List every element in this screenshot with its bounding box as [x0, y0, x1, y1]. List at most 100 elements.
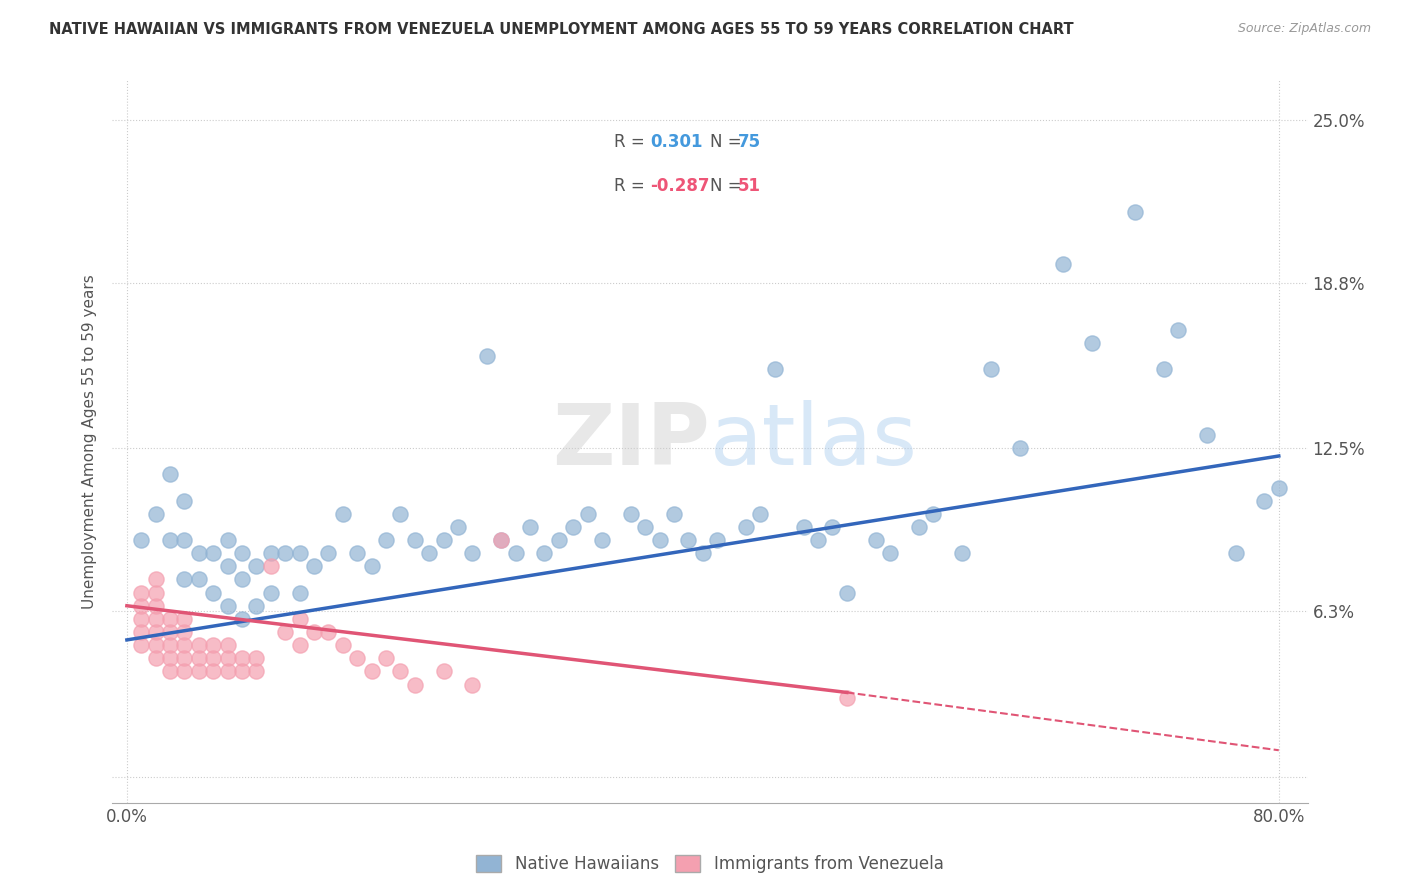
Point: [245, 599, 267, 613]
Point: [763, 362, 786, 376]
Text: R =: R =: [614, 178, 651, 195]
Point: [202, 638, 225, 652]
Point: [591, 533, 613, 547]
Text: 0.301: 0.301: [650, 133, 703, 151]
Point: [129, 585, 152, 599]
Point: [735, 520, 758, 534]
Point: [576, 507, 599, 521]
Point: [159, 467, 181, 482]
Point: [461, 546, 484, 560]
Point: [145, 625, 167, 640]
Point: [129, 625, 152, 640]
Point: [318, 546, 340, 560]
Point: [129, 599, 152, 613]
Text: atlas: atlas: [710, 400, 918, 483]
Point: [461, 677, 484, 691]
Point: [159, 665, 181, 679]
Point: [159, 625, 181, 640]
Point: [346, 651, 368, 665]
Point: [302, 625, 325, 640]
Point: [922, 507, 945, 521]
Point: [274, 546, 297, 560]
Point: [217, 599, 239, 613]
Point: [1153, 362, 1175, 376]
Point: [950, 546, 973, 560]
Point: [217, 651, 239, 665]
Point: [1052, 257, 1074, 271]
Point: [202, 585, 225, 599]
Point: [145, 651, 167, 665]
Point: [173, 533, 195, 547]
Point: [260, 559, 283, 574]
Point: [519, 520, 541, 534]
Point: [129, 612, 152, 626]
Point: [288, 612, 311, 626]
Point: [879, 546, 901, 560]
Text: 51: 51: [738, 178, 761, 195]
Point: [807, 533, 830, 547]
Point: [187, 651, 209, 665]
Point: [835, 690, 858, 705]
Point: [678, 533, 700, 547]
Point: [159, 651, 181, 665]
Text: ZIP: ZIP: [553, 400, 710, 483]
Point: [360, 665, 382, 679]
Point: [491, 533, 513, 547]
Point: [173, 612, 195, 626]
Point: [173, 625, 195, 640]
Point: [1253, 493, 1275, 508]
Point: [245, 665, 267, 679]
Point: [260, 546, 283, 560]
Point: [173, 493, 195, 508]
Point: [231, 546, 253, 560]
Point: [217, 533, 239, 547]
Point: [491, 533, 513, 547]
Point: [389, 665, 412, 679]
Point: [260, 585, 283, 599]
Point: [793, 520, 815, 534]
Text: NATIVE HAWAIIAN VS IMMIGRANTS FROM VENEZUELA UNEMPLOYMENT AMONG AGES 55 TO 59 YE: NATIVE HAWAIIAN VS IMMIGRANTS FROM VENEZ…: [49, 22, 1074, 37]
Point: [145, 599, 167, 613]
Point: [173, 665, 195, 679]
Point: [634, 520, 657, 534]
Text: -0.287: -0.287: [650, 178, 710, 195]
Point: [187, 638, 209, 652]
Point: [202, 651, 225, 665]
Legend: Native Hawaiians, Immigrants from Venezuela: Native Hawaiians, Immigrants from Venezu…: [468, 847, 952, 881]
Point: [245, 651, 267, 665]
Point: [433, 533, 456, 547]
Point: [404, 533, 426, 547]
Point: [562, 520, 585, 534]
Point: [821, 520, 844, 534]
Point: [217, 559, 239, 574]
Text: Source: ZipAtlas.com: Source: ZipAtlas.com: [1237, 22, 1371, 36]
Point: [173, 651, 195, 665]
Point: [375, 651, 398, 665]
Point: [907, 520, 929, 534]
Point: [217, 665, 239, 679]
Point: [547, 533, 569, 547]
Point: [1123, 204, 1146, 219]
Point: [217, 638, 239, 652]
Point: [332, 638, 354, 652]
Point: [692, 546, 714, 560]
Point: [418, 546, 440, 560]
Point: [145, 573, 167, 587]
Point: [1008, 441, 1031, 455]
Point: [202, 665, 225, 679]
Point: [159, 638, 181, 652]
Point: [375, 533, 398, 547]
Point: [505, 546, 527, 560]
Y-axis label: Unemployment Among Ages 55 to 59 years: Unemployment Among Ages 55 to 59 years: [82, 274, 97, 609]
Point: [159, 533, 181, 547]
Point: [288, 546, 311, 560]
Point: [173, 573, 195, 587]
Point: [332, 507, 354, 521]
Point: [302, 559, 325, 574]
Point: [749, 507, 772, 521]
Point: [346, 546, 368, 560]
Point: [231, 612, 253, 626]
Text: N =: N =: [710, 178, 747, 195]
Point: [202, 546, 225, 560]
Point: [1195, 428, 1218, 442]
